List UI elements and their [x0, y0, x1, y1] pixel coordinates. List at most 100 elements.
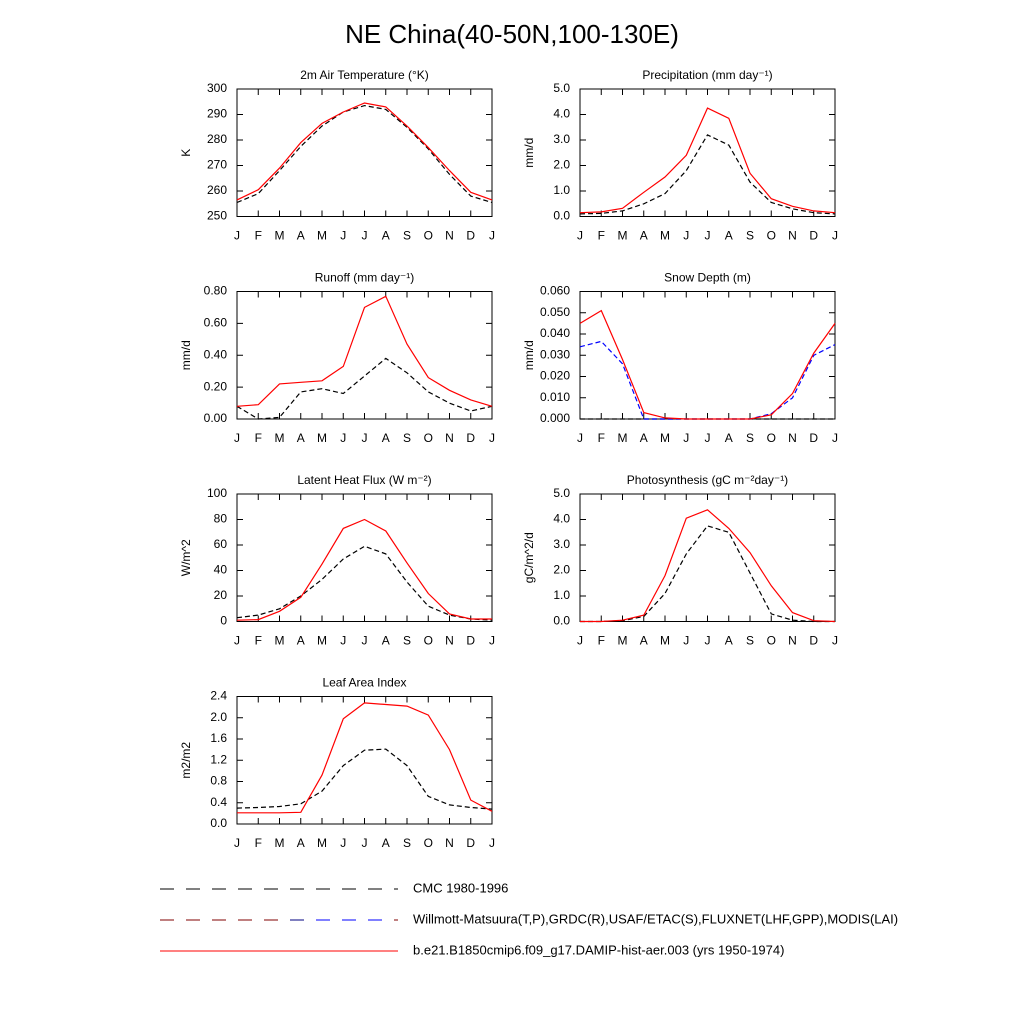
x-tick-label: D: [466, 229, 475, 243]
figure-title: NE China(40-50N,100-130E): [345, 19, 679, 49]
x-tick-label: S: [746, 431, 754, 445]
x-tick-label: F: [255, 836, 262, 850]
series-line: [237, 702, 493, 814]
x-tick-label: S: [403, 836, 411, 850]
x-tick-label: N: [445, 836, 454, 850]
x-tick-label: J: [489, 229, 495, 243]
x-tick-label: J: [705, 634, 711, 648]
x-tick-label: M: [618, 634, 628, 648]
x-tick-label: J: [340, 836, 346, 850]
x-tick-label: M: [317, 431, 327, 445]
x-tick-label: J: [362, 229, 368, 243]
plot-frame: [236, 291, 493, 420]
x-tick-label: A: [297, 229, 305, 243]
plot-frame: [236, 88, 493, 217]
x-tick-label: J: [340, 431, 346, 445]
y-tick-label: 2.0: [553, 158, 570, 172]
plot-frame: [579, 88, 836, 217]
panel-title: Leaf Area Index: [322, 676, 406, 690]
y-tick-label: 0.8: [210, 774, 227, 788]
y-tick-label: 80: [214, 512, 228, 526]
x-tick-label: M: [660, 431, 670, 445]
x-tick-label: S: [403, 634, 411, 648]
y-tick-label: 2.0: [210, 710, 227, 724]
y-tick-label: 1.2: [210, 752, 227, 766]
series-line: [236, 102, 493, 201]
x-tick-label: D: [809, 431, 818, 445]
x-tick-label: M: [660, 634, 670, 648]
x-tick-label: O: [767, 229, 776, 243]
series-line: [236, 104, 493, 204]
y-tick-label: 0: [220, 614, 227, 628]
y-tick-label: 3.0: [553, 132, 570, 146]
x-tick-label: N: [445, 431, 454, 445]
x-tick-label: J: [832, 229, 838, 243]
y-tick-label: 0.40: [204, 347, 228, 361]
series-line: [579, 134, 836, 215]
y-tick-label: 0.0: [553, 614, 570, 628]
x-tick-label: J: [362, 431, 368, 445]
plot-frame: [236, 696, 493, 825]
y-tick-label: 0.60: [204, 316, 228, 330]
x-tick-label: M: [317, 229, 327, 243]
x-tick-label: M: [275, 229, 285, 243]
legend-label: Willmott-Matsuura(T,P),GRDC(R),USAF/ETAC…: [413, 911, 898, 926]
x-tick-label: A: [297, 836, 305, 850]
x-tick-label: J: [683, 229, 689, 243]
x-tick-label: J: [340, 229, 346, 243]
y-tick-label: 290: [207, 107, 227, 121]
x-tick-label: D: [809, 229, 818, 243]
y-tick-label: 280: [207, 132, 227, 146]
y-axis-label: m2/m2: [179, 742, 193, 779]
x-tick-label: J: [832, 634, 838, 648]
y-axis-label: mm/d: [522, 340, 536, 370]
legend-label: b.e21.B1850cmip6.f09_g17.DAMIP-hist-aer.…: [413, 942, 784, 957]
y-axis-label: mm/d: [179, 340, 193, 370]
panel-title: Runoff (mm day⁻¹): [315, 271, 414, 285]
plot-frame: [579, 493, 836, 622]
y-tick-label: 0.0: [210, 816, 227, 830]
series-line: [236, 295, 493, 407]
x-tick-label: M: [275, 431, 285, 445]
x-tick-label: J: [832, 431, 838, 445]
y-tick-label: 0.4: [210, 795, 227, 809]
y-axis-label: K: [179, 149, 193, 157]
x-tick-label: A: [297, 634, 305, 648]
x-tick-label: N: [788, 229, 797, 243]
plot-frame: [236, 493, 493, 622]
x-tick-label: O: [424, 634, 433, 648]
x-tick-label: A: [725, 229, 733, 243]
x-tick-label: N: [445, 229, 454, 243]
x-tick-label: M: [275, 634, 285, 648]
y-tick-label: 5.0: [553, 486, 570, 500]
x-tick-label: F: [255, 229, 262, 243]
legend-label: CMC 1980-1996: [413, 880, 508, 895]
x-tick-label: F: [255, 634, 262, 648]
x-tick-label: J: [489, 431, 495, 445]
x-tick-label: F: [255, 431, 262, 445]
y-tick-label: 0.020: [540, 369, 570, 383]
x-tick-label: M: [618, 431, 628, 445]
y-tick-label: 0.80: [204, 284, 228, 298]
y-tick-label: 100: [207, 486, 227, 500]
series-line: [236, 545, 493, 621]
x-tick-label: A: [382, 634, 390, 648]
x-tick-label: J: [577, 229, 583, 243]
y-tick-label: 1.0: [553, 588, 570, 602]
series-line: [236, 748, 493, 810]
x-tick-label: J: [489, 836, 495, 850]
y-tick-label: 0.20: [204, 379, 228, 393]
y-tick-label: 20: [214, 588, 228, 602]
panel-title: Photosynthesis (gC m⁻²day⁻¹): [627, 473, 788, 487]
y-tick-label: 250: [207, 209, 227, 223]
y-tick-label: 0.010: [540, 390, 570, 404]
panel-title: Precipitation (mm day⁻¹): [642, 68, 772, 82]
x-tick-label: J: [362, 634, 368, 648]
series-line: [579, 309, 836, 420]
series-line: [580, 509, 836, 623]
x-tick-label: J: [577, 634, 583, 648]
x-tick-label: A: [640, 229, 648, 243]
y-tick-label: 60: [214, 537, 228, 551]
x-tick-label: M: [317, 836, 327, 850]
